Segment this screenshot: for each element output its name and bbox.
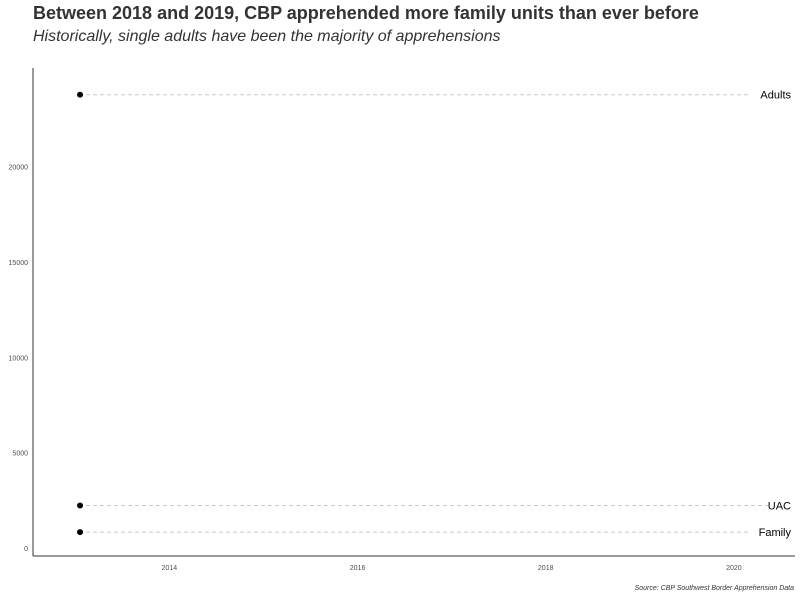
y-tick-label: 5000 bbox=[12, 451, 28, 458]
data-point-uac bbox=[77, 502, 84, 509]
series-label-adults: Adults bbox=[760, 90, 791, 102]
y-axis-ticks: 0 5000 10000 15000 20000 bbox=[9, 165, 29, 553]
data-point-family bbox=[77, 529, 84, 536]
x-tick-label: 2018 bbox=[538, 565, 554, 572]
y-tick-label: 15000 bbox=[9, 260, 29, 267]
y-tick-label: 10000 bbox=[9, 355, 29, 362]
x-tick-label: 2020 bbox=[726, 565, 742, 572]
chart-title: Between 2018 and 2019, CBP apprehended m… bbox=[33, 3, 699, 23]
x-tick-label: 2014 bbox=[162, 565, 178, 572]
series-label-uac: UAC bbox=[768, 500, 791, 512]
series-layer: Adults UAC Family bbox=[77, 90, 791, 539]
x-tick-label: 2016 bbox=[350, 565, 366, 572]
x-axis-ticks: 2014 2016 2018 2020 bbox=[162, 565, 742, 572]
data-point-adults bbox=[77, 91, 84, 98]
chart-caption: Source: CBP Southwest Border Apprehensio… bbox=[634, 585, 794, 592]
y-tick-label: 0 bbox=[24, 546, 28, 553]
chart-subtitle: Historically, single adults have been th… bbox=[33, 28, 501, 45]
series-label-family: Family bbox=[759, 527, 792, 539]
y-tick-label: 20000 bbox=[9, 165, 29, 172]
